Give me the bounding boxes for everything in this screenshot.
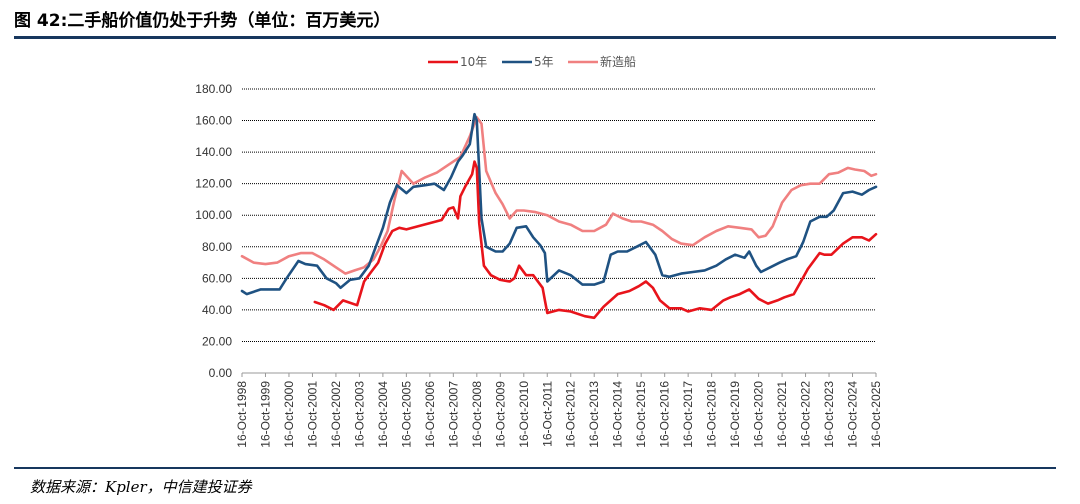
y-tick-label: 120.00 [195, 177, 232, 191]
y-tick-label: 60.00 [202, 271, 232, 285]
y-tick-label: 20.00 [202, 334, 232, 348]
x-tick-label: 16-Oct-2019 [728, 381, 742, 448]
y-tick-label: 140.00 [195, 145, 232, 159]
y-tick-label: 0.00 [209, 366, 233, 380]
x-tick-label: 16-Oct-2024 [846, 381, 860, 448]
y-tick-label: 180.00 [195, 82, 232, 96]
legend: 10年 5年 新造船 [428, 54, 636, 69]
x-tick-label: 16-Oct-2018 [705, 381, 719, 448]
x-tick-label: 16-Oct-2003 [352, 381, 366, 448]
series-line-2 [240, 116, 878, 275]
x-tick-label: 16-Oct-2008 [470, 381, 484, 448]
series-line-1 [240, 112, 878, 296]
y-axis-ticks: 0.00 20.00 40.00 60.00 80.00 100.00 120.00 140.… [195, 82, 232, 380]
x-tick-label: 16-Oct-2025 [869, 381, 883, 448]
figure-title: 图 42:二手船价值仍处于升势（单位：百万美元） [14, 11, 391, 31]
x-tick-label: 16-Oct-2015 [634, 381, 648, 448]
x-tick-label: 16-Oct-2000 [282, 381, 296, 448]
top-rule [14, 36, 1056, 39]
x-tick-label: 16-Oct-2004 [376, 381, 390, 448]
x-tick-label: 16-Oct-2016 [658, 381, 672, 448]
x-tick-label: 16-Oct-2007 [446, 381, 460, 448]
x-tick-label: 16-Oct-2020 [752, 381, 766, 448]
x-tick-label: 16-Oct-1999 [258, 381, 272, 448]
legend-label: 新造船 [600, 54, 636, 69]
x-tick-label: 16-Oct-2012 [564, 381, 578, 448]
x-tick-label: 16-Oct-2021 [775, 381, 789, 448]
series-lines [240, 112, 878, 320]
bottom-rule [14, 467, 1056, 469]
y-tick-label: 40.00 [202, 303, 232, 317]
x-tick-label: 16-Oct-2014 [611, 381, 625, 448]
gridlines [242, 88, 876, 374]
legend-label: 10年 [460, 55, 487, 69]
y-tick-label: 100.00 [195, 208, 232, 222]
y-tick-label: 160.00 [195, 114, 232, 128]
source-note: 数据来源：Kpler，中信建投证券 [30, 478, 252, 496]
x-axis-ticks: 16-Oct-1998 16-Oct-1999 16-Oct-2000 16-Oct-… [235, 373, 883, 448]
x-tick-label: 16-Oct-1998 [235, 381, 249, 448]
legend-label: 5年 [534, 55, 554, 69]
x-tick-label: 16-Oct-2022 [799, 381, 813, 448]
x-tick-label: 16-Oct-2009 [493, 381, 507, 448]
x-tick-label: 16-Oct-2023 [822, 381, 836, 448]
x-tick-label: 16-Oct-2010 [517, 381, 531, 448]
x-tick-label: 16-Oct-2001 [305, 381, 319, 448]
x-tick-label: 16-Oct-2006 [423, 381, 437, 448]
x-tick-label: 16-Oct-2017 [681, 381, 695, 448]
x-tick-label: 16-Oct-2002 [329, 381, 343, 448]
series-line-0 [313, 160, 878, 320]
x-tick-label: 16-Oct-2013 [587, 381, 601, 448]
x-tick-label: 16-Oct-2011 [540, 381, 554, 447]
x-tick-label: 16-Oct-2005 [399, 381, 413, 448]
y-tick-label: 80.00 [202, 240, 232, 254]
